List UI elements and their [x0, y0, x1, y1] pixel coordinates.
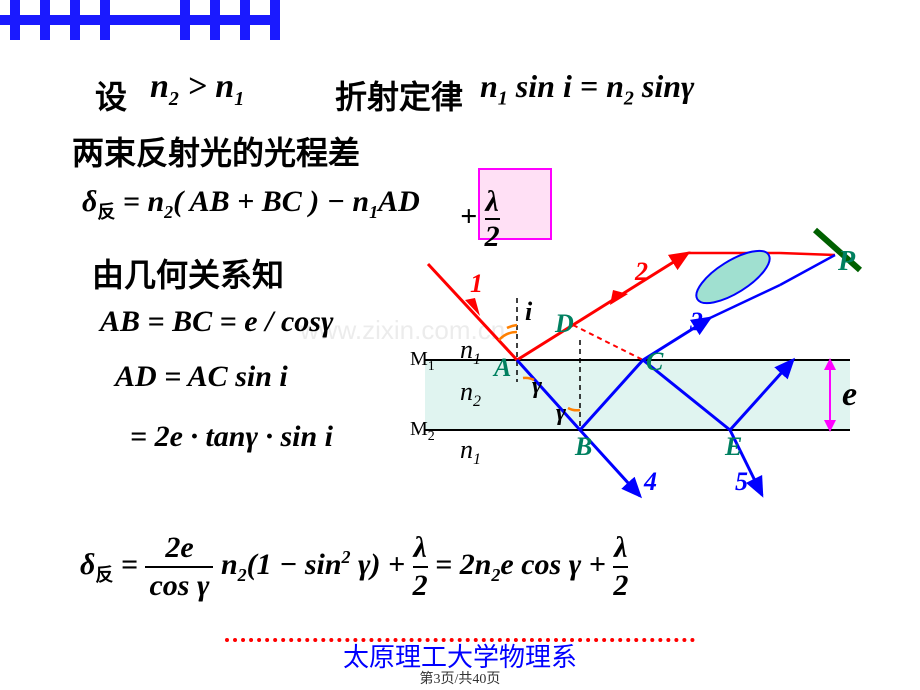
- eq-delta-reflect: δ反 = n2( AB + BC ) − n1AD: [82, 185, 420, 224]
- label-ray5: 5: [735, 467, 748, 496]
- label-D: D: [554, 309, 574, 338]
- label-ray1: 1: [470, 269, 483, 298]
- label-ray4: 4: [643, 467, 657, 496]
- header-decoration: [0, 0, 300, 60]
- label-E: E: [724, 432, 742, 461]
- eq-2etan: = 2e · tanγ · sin i: [130, 420, 333, 454]
- optics-diagram: 1 2 3 4 5 i γ γ A B C D E P e M1 M2 n1 n…: [410, 210, 910, 510]
- label-M1: M1: [410, 348, 435, 374]
- label-e: e: [842, 376, 857, 413]
- eq-ab-bc: AB = BC = e / cosγ: [100, 305, 333, 339]
- label-gamma1: γ: [532, 373, 542, 399]
- slide-root: www.zixin.com.cn 设 n2 > n1 折射定律 n1 sin i…: [0, 0, 920, 690]
- eq-snell: n1 sin i = n2 sinγ: [480, 68, 694, 110]
- text-refraction-law: 折射定律: [335, 72, 463, 118]
- label-A: A: [492, 353, 511, 382]
- label-ray2: 2: [634, 257, 648, 286]
- text-opd-title: 两束反射光的光程差: [72, 128, 360, 174]
- text-geom: 由几何关系知: [92, 250, 284, 296]
- eq-final: δ反 = 2e cos γ n2(1 − sin2 γ) + λ2 = 2n2e…: [80, 530, 628, 604]
- eq-n2gtn1: n2 > n1: [150, 68, 244, 111]
- page-number: 第3页/共40页: [0, 668, 920, 688]
- eq-ad: AD = AC sin i: [115, 360, 288, 394]
- label-P: P: [837, 246, 856, 277]
- text-she: 设: [95, 72, 127, 118]
- label-gamma2: γ: [556, 400, 566, 426]
- label-B: B: [574, 432, 592, 461]
- label-i: i: [525, 297, 533, 326]
- label-ray3: 3: [689, 307, 703, 336]
- label-C: C: [646, 347, 664, 376]
- label-n1bot: n1: [460, 435, 481, 468]
- label-n1top: n1: [460, 335, 481, 368]
